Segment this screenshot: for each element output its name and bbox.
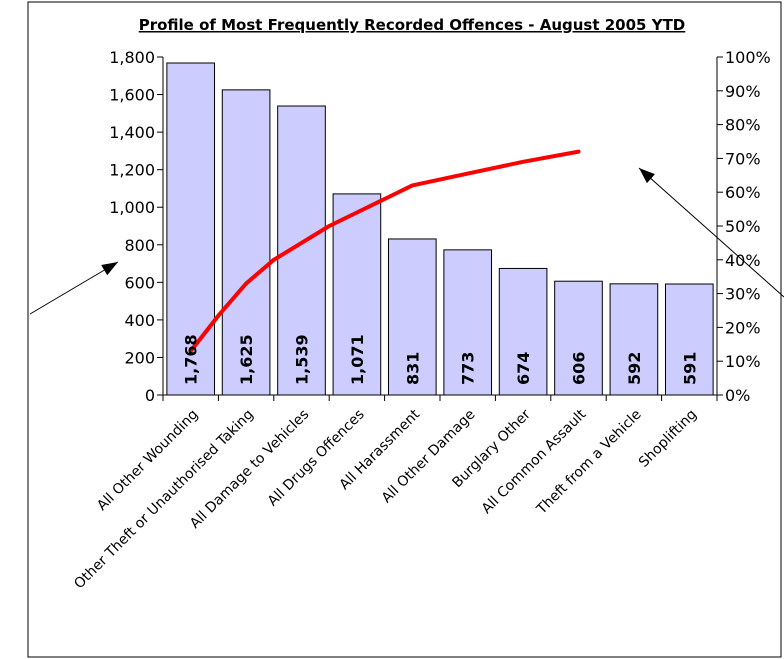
y-tick-label: 1,400 <box>109 123 155 142</box>
y2-tick-label: 10% <box>725 352 761 371</box>
y2-tick-label: 50% <box>725 217 761 236</box>
bar <box>498 267 548 396</box>
cumulative-line-layer <box>188 149 581 354</box>
data-label: 606 <box>570 352 589 385</box>
y2-tick-label: 70% <box>725 149 761 168</box>
data-label: 773 <box>459 352 478 385</box>
data-labels: 1,768 1,625 1,539 1,071 831 773 674 606 592 591 <box>182 334 700 385</box>
bar <box>387 238 437 396</box>
data-label: 674 <box>514 352 533 385</box>
chart-title: Profile of Most Frequently Recorded Offe… <box>139 16 686 34</box>
bar <box>221 89 271 396</box>
y2-tick-label: 60% <box>725 183 761 202</box>
y-tick-label: 1,600 <box>109 86 155 105</box>
data-label: 591 <box>680 352 699 385</box>
cumulative-percent-line <box>188 149 581 354</box>
y-tick-label: 1,200 <box>109 161 155 180</box>
bar <box>554 280 603 396</box>
bar <box>332 193 382 396</box>
bar <box>443 249 493 396</box>
axes: 0 200 400 600 800 1,000 1,200 1,400 1,600 1,800 0%… <box>109 48 771 405</box>
annotation-arrowhead <box>101 262 118 276</box>
y-tick-label: 1,800 <box>109 48 155 67</box>
y-tick-label: 1,000 <box>109 198 155 217</box>
y-tick-label: 600 <box>124 273 155 292</box>
y2-tick-label: 30% <box>725 285 761 304</box>
bar <box>664 283 714 396</box>
y-tick-label: 200 <box>124 348 155 367</box>
y2-tick-label: 20% <box>725 318 761 337</box>
data-label: 1,768 <box>182 334 201 385</box>
y2-tick-label: 80% <box>725 116 761 135</box>
bars <box>166 62 714 396</box>
annotation-arrow-line <box>29 261 119 315</box>
annotation-arrow-line <box>638 167 784 298</box>
y-tick-label: 800 <box>124 236 155 255</box>
bar <box>609 283 659 396</box>
bar <box>166 62 216 396</box>
y2-tick-label: 0% <box>725 386 750 405</box>
annotation-arrowhead <box>639 168 655 184</box>
y2-tick-label: 100% <box>725 48 771 67</box>
data-label: 831 <box>403 352 422 385</box>
annotation-arrows <box>29 167 784 315</box>
y-tick-label: 0 <box>145 386 155 405</box>
data-label: 1,539 <box>293 334 312 385</box>
y-tick-label: 400 <box>124 311 155 330</box>
data-label: 1,625 <box>237 334 256 385</box>
data-label: 1,071 <box>348 334 367 385</box>
data-label: 592 <box>625 352 644 385</box>
y2-tick-label: 90% <box>725 82 761 101</box>
